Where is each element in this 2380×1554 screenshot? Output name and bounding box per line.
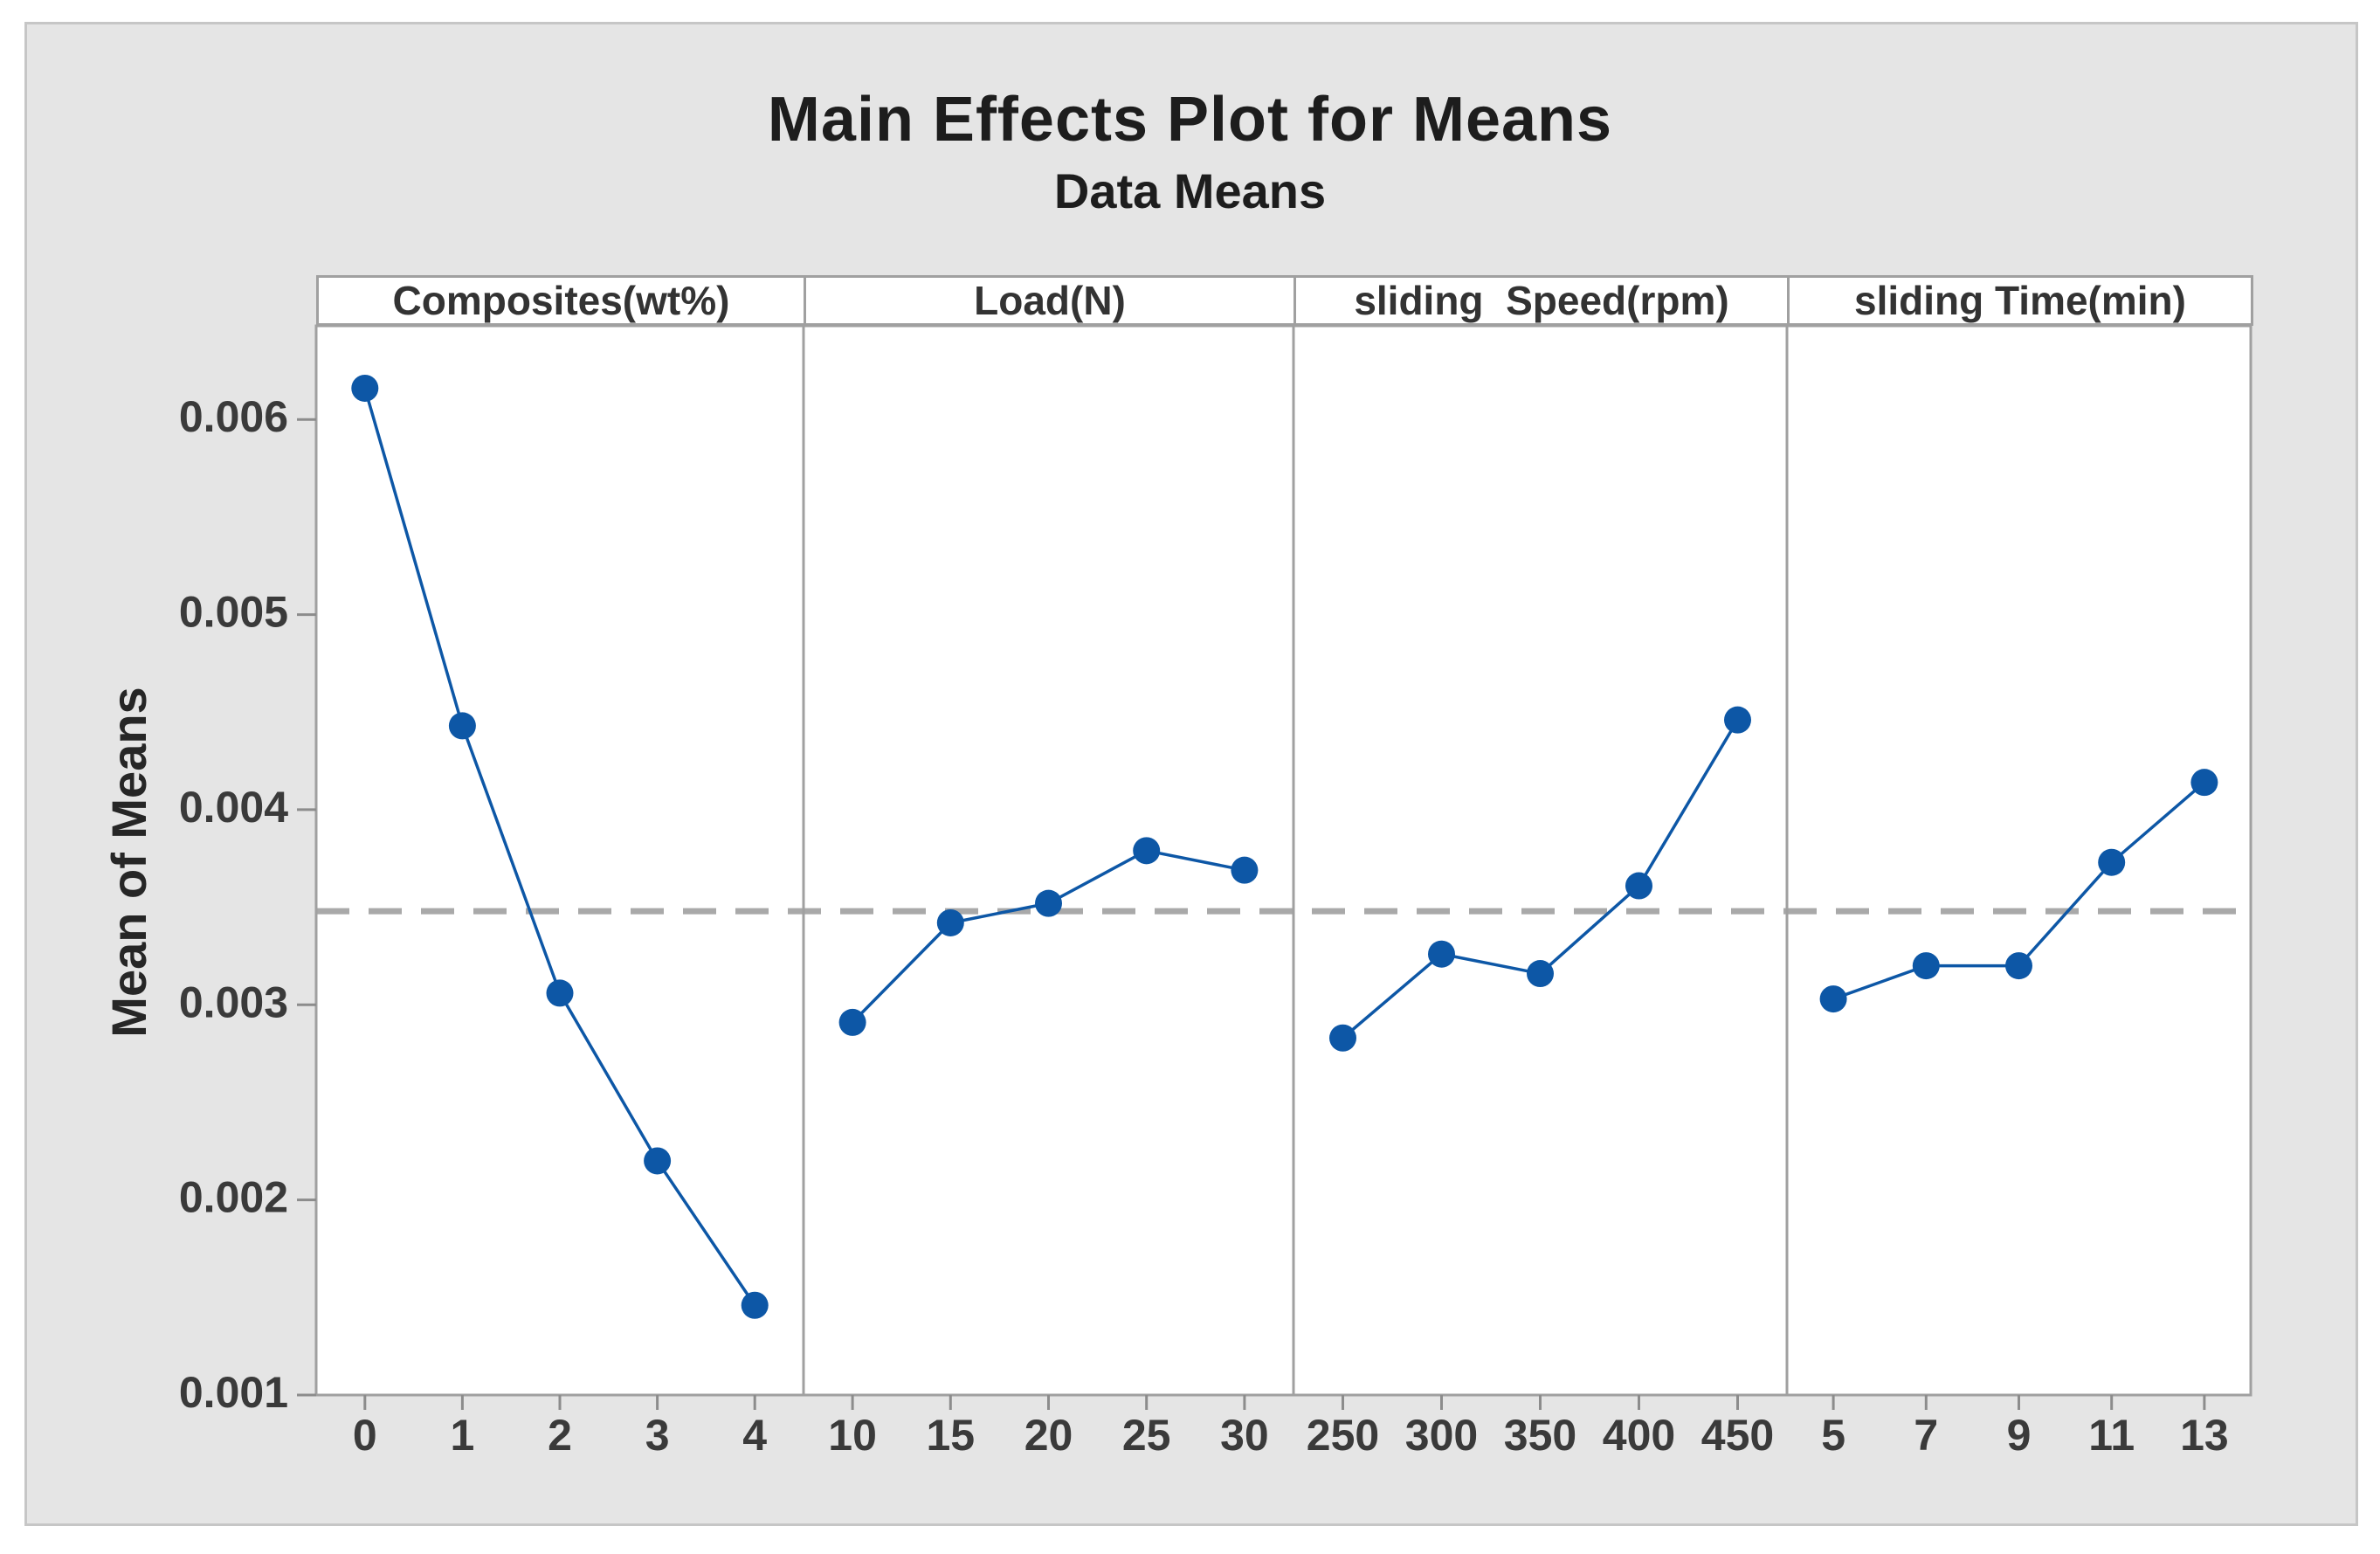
panel-header-sliding-speed: sliding Speed(rpm) bbox=[1293, 275, 1790, 326]
y-axis-title: Mean of Means bbox=[101, 687, 156, 1038]
panel-header-load: Load(N) bbox=[804, 275, 1296, 326]
panel-header-composites: Composites(wt%) bbox=[316, 275, 806, 326]
chart-subtitle: Data Means bbox=[1053, 163, 1327, 218]
chart-title: Main Effects Plot for Means bbox=[767, 85, 1613, 155]
panel-header-sliding-time: sliding Time(min) bbox=[1787, 275, 2253, 326]
graph-canvas bbox=[24, 22, 2358, 1526]
